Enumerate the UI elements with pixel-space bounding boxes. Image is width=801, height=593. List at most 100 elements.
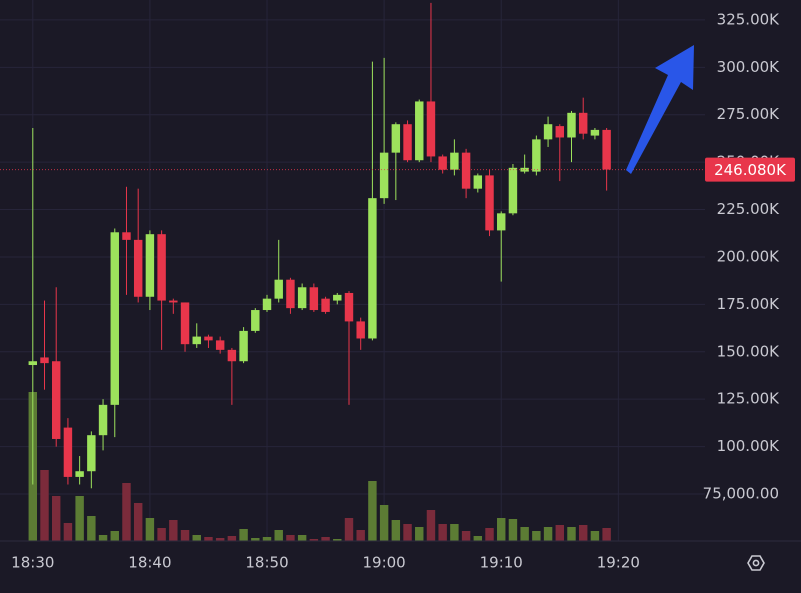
volume-bar [415, 527, 424, 541]
settings-button[interactable] [747, 555, 765, 571]
volume-bar [590, 531, 600, 541]
y-tick-label: 175.00K [717, 295, 780, 313]
candle-body [215, 340, 225, 350]
candle-body [461, 152, 471, 189]
candle-body [333, 294, 342, 301]
volume-bar [169, 520, 178, 541]
candle-body [28, 361, 38, 366]
volume-bar [344, 518, 354, 541]
x-tick-label: 18:30 [11, 554, 54, 572]
volume-bar [110, 531, 119, 541]
candle-body [368, 198, 377, 339]
candle-body [286, 279, 295, 309]
settings-icon-center[interactable] [752, 559, 760, 567]
candle-body [508, 167, 518, 214]
candle-body [227, 349, 237, 362]
candle-body [590, 129, 600, 136]
volume-bar [602, 528, 611, 541]
volume-bar [262, 537, 272, 541]
volume-bar [473, 536, 483, 541]
volume-bar [192, 535, 201, 541]
y-tick-label: 300.00K [717, 58, 780, 76]
settings-icon[interactable] [747, 555, 765, 571]
volume-bar [426, 510, 436, 541]
y-tick-label: 225.00K [717, 200, 780, 218]
candle-body [415, 101, 424, 161]
volume-bar [286, 535, 295, 541]
volume-bar [98, 535, 108, 541]
y-tick-label: 75,000.00 [703, 484, 779, 502]
volume-bar [239, 529, 248, 541]
candle-body [321, 298, 330, 312]
x-tick-label: 19:00 [363, 554, 406, 572]
candle-body [426, 101, 436, 157]
volume-bar [321, 537, 330, 541]
candle-body [379, 152, 389, 199]
volume-bar [379, 505, 389, 541]
candle-body [251, 310, 260, 331]
volume-bar [391, 520, 401, 541]
volume-bar [145, 518, 155, 541]
volume-bar [543, 527, 553, 541]
volume-bar [497, 518, 506, 541]
candle-body [485, 175, 494, 231]
y-tick-label: 125.00K [717, 390, 780, 408]
candle-body [578, 112, 588, 134]
arrow-annotation [626, 45, 694, 174]
candle-body [403, 124, 412, 161]
candle-body [497, 213, 506, 231]
candle-body [87, 435, 96, 472]
last-price-label: 246.080K [714, 161, 787, 179]
volume-bar [87, 516, 96, 541]
volume-bar [75, 496, 84, 541]
candle-body [567, 112, 576, 138]
volume-bar [368, 481, 377, 541]
y-tick-label: 200.00K [717, 247, 780, 265]
candle-body [309, 287, 319, 311]
volume-bar [508, 519, 518, 541]
candle-layer [0, 2, 705, 489]
y-tick-label: 150.00K [717, 342, 780, 360]
volume-bar [485, 528, 494, 541]
volume-bar [578, 525, 588, 541]
candle-body [157, 234, 166, 301]
x-tick-label: 18:40 [128, 554, 171, 572]
volume-bar [180, 530, 190, 541]
x-tick-label: 19:10 [480, 554, 523, 572]
candle-body [297, 287, 307, 309]
candle-body [110, 232, 119, 405]
volume-bar [356, 530, 365, 541]
candle-body [555, 126, 564, 138]
candle-body [133, 239, 143, 297]
volume-bar [309, 539, 319, 541]
candle-body [192, 336, 201, 345]
candle-body [122, 232, 131, 240]
candle-body [532, 139, 541, 172]
x-tick-label: 19:20 [597, 554, 640, 572]
candle-body [543, 124, 553, 140]
candle-body [63, 427, 73, 477]
volume-bar [274, 530, 283, 541]
candle-body [145, 234, 155, 297]
volume-bar [227, 536, 237, 541]
candle-body [169, 300, 178, 303]
volume-bar [215, 538, 225, 541]
volume-bar [251, 538, 260, 541]
volume-bar [450, 524, 459, 541]
volume-bar [204, 537, 213, 541]
candle-body [344, 292, 354, 322]
volume-bar [51, 496, 61, 541]
x-tick-label: 18:50 [245, 554, 288, 572]
candle-body [473, 175, 483, 189]
last-price-box [705, 157, 795, 182]
volume-bar [520, 527, 529, 541]
volume-bar [438, 524, 447, 541]
candle-body [180, 302, 190, 345]
volume-bar [333, 539, 342, 541]
volume-layer [28, 392, 611, 541]
candle-body [262, 298, 272, 311]
volume-bar [567, 527, 576, 541]
candle-body [274, 279, 283, 299]
